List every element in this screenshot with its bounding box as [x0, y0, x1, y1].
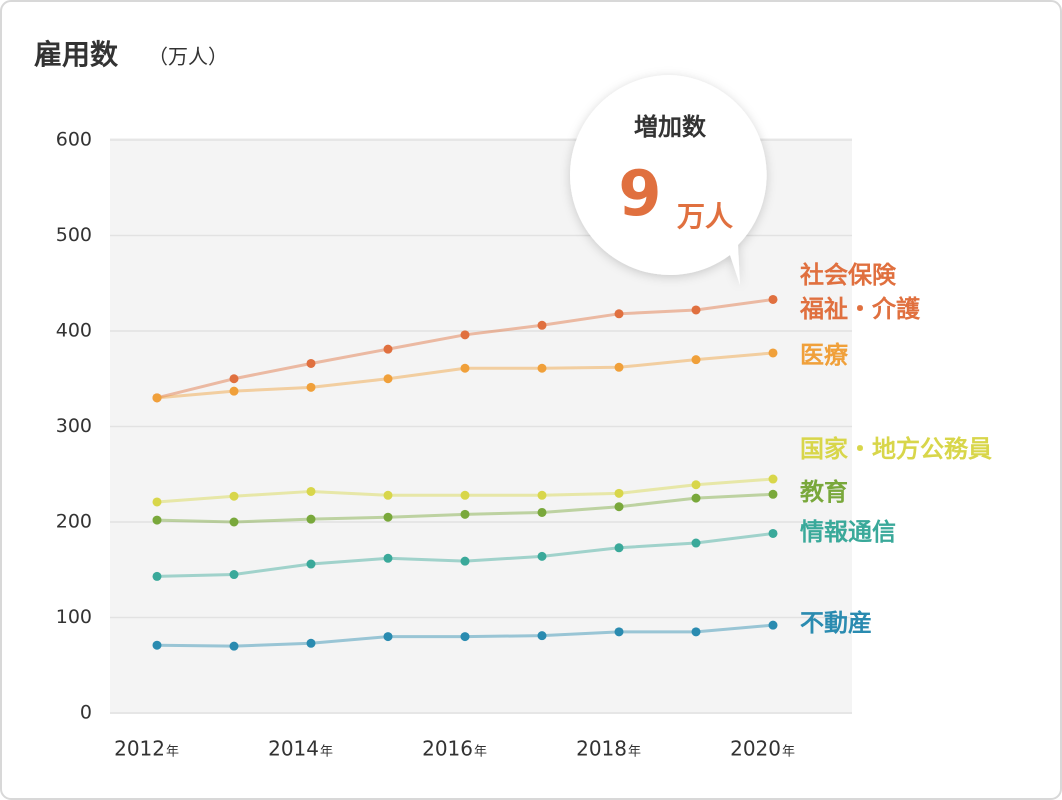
y-tick-label: 0 [80, 702, 92, 724]
data-point [537, 320, 547, 330]
x-tick-label: 2016 [422, 737, 473, 761]
data-point [691, 480, 701, 490]
data-point [460, 556, 470, 566]
data-point [768, 474, 778, 484]
data-point [614, 488, 624, 498]
y-tick-label: 300 [56, 415, 92, 437]
data-point [152, 571, 162, 581]
data-point [614, 502, 624, 512]
data-point [229, 517, 239, 527]
callout-value: 9 [618, 157, 661, 230]
data-point [229, 570, 239, 580]
chart-title: 雇用数 [34, 38, 119, 71]
series-label: 社会保険 福祉・介護 [800, 261, 920, 323]
data-point [691, 305, 701, 315]
data-point [383, 374, 393, 384]
data-point [691, 538, 701, 548]
data-point [383, 344, 393, 354]
data-point [537, 363, 547, 373]
data-point [306, 382, 316, 392]
data-point [229, 374, 239, 384]
data-point [383, 490, 393, 500]
data-point [691, 355, 701, 365]
data-point [229, 491, 239, 501]
data-point [383, 553, 393, 563]
data-point [306, 486, 316, 496]
series-label: 情報通信 [800, 518, 896, 546]
data-point [306, 514, 316, 524]
x-tick-unit: 年 [474, 745, 487, 760]
data-point [691, 493, 701, 503]
data-point [614, 543, 624, 553]
series-label: 不動産 [800, 609, 872, 637]
data-point [306, 358, 316, 368]
data-point [152, 640, 162, 650]
data-point [614, 309, 624, 319]
data-point [229, 386, 239, 396]
x-tick-label: 2020 [730, 737, 781, 761]
series-label: 教育 [800, 478, 848, 506]
data-point [383, 512, 393, 522]
callout: 増加数 9 万人 [569, 75, 767, 285]
data-point [537, 631, 547, 641]
series-label: 医療 [800, 341, 848, 369]
y-tick-label: 500 [56, 224, 92, 246]
callout-bubble [569, 75, 767, 285]
data-point [460, 632, 470, 642]
data-point [460, 490, 470, 500]
x-tick-unit: 年 [166, 745, 179, 760]
data-point [460, 330, 470, 340]
data-point [768, 348, 778, 358]
data-point [691, 627, 701, 637]
y-tick-label: 600 [56, 129, 92, 151]
data-point [152, 393, 162, 403]
data-point [768, 528, 778, 538]
y-tick-label: 400 [56, 320, 92, 342]
data-point [614, 362, 624, 372]
x-tick-label: 2012 [114, 737, 165, 761]
callout-label: 増加数 [634, 113, 707, 141]
callout-unit: 万人 [677, 200, 733, 233]
x-tick-unit: 年 [782, 745, 795, 760]
x-tick-label: 2018 [576, 737, 627, 761]
title-unit: （万人） [148, 45, 228, 69]
data-point [460, 509, 470, 519]
data-point [537, 507, 547, 517]
data-point [768, 620, 778, 630]
x-tick-unit: 年 [628, 745, 641, 760]
data-point [383, 632, 393, 642]
data-point [537, 490, 547, 500]
y-tick-label: 200 [56, 511, 92, 533]
x-tick-unit: 年 [320, 745, 333, 760]
series-label: 国家・地方公務員 [800, 435, 992, 463]
data-point [152, 515, 162, 525]
data-point [614, 627, 624, 637]
x-tick-label: 2014 [268, 737, 319, 761]
data-point [306, 559, 316, 569]
data-point [152, 497, 162, 507]
data-point [768, 489, 778, 499]
data-point [306, 638, 316, 648]
data-point [768, 294, 778, 304]
data-point [229, 641, 239, 651]
y-tick-label: 100 [56, 606, 92, 628]
data-point [460, 363, 470, 373]
data-point [537, 551, 547, 561]
